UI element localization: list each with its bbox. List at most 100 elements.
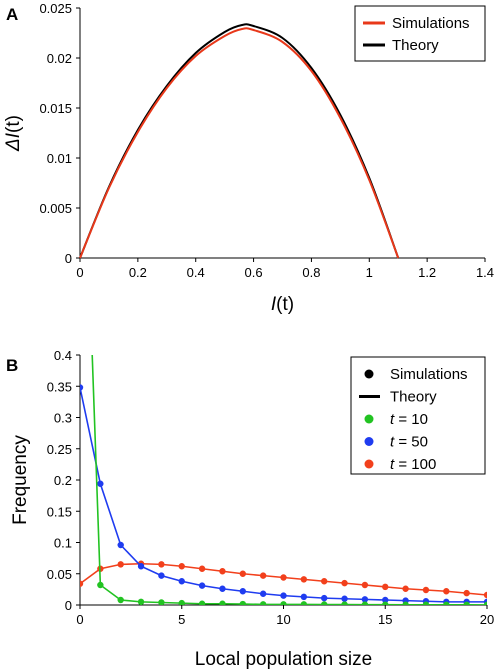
x-tick-label: 1.2 bbox=[418, 265, 436, 280]
y-tick-label: 0.02 bbox=[47, 51, 72, 66]
y-axis-label-base: ΔI bbox=[3, 132, 24, 152]
series-t100-point bbox=[483, 591, 487, 599]
series-t10-point bbox=[382, 601, 389, 605]
legend-entry-label: t = 100 bbox=[390, 456, 436, 473]
series-t10-point bbox=[198, 600, 206, 605]
series-t100-point bbox=[402, 585, 409, 592]
y-tick-label: 0 bbox=[65, 598, 72, 613]
y-tick-label: 0.2 bbox=[54, 473, 72, 488]
series-t50-point bbox=[158, 572, 165, 579]
series-t10-point bbox=[137, 598, 145, 605]
series-t50-point bbox=[137, 563, 145, 570]
series-t100-point bbox=[219, 568, 226, 575]
series-t50-point bbox=[321, 594, 328, 602]
x-axis-label-paren: (t) bbox=[276, 294, 294, 315]
legend-entry-label: Theory bbox=[390, 389, 437, 406]
x-tick-label: 5 bbox=[178, 612, 185, 627]
series-t50-point bbox=[117, 541, 124, 549]
x-tick-label: 15 bbox=[378, 612, 392, 627]
legend-entry-label: Simulations bbox=[390, 366, 468, 383]
series-t10-point bbox=[341, 601, 348, 605]
y-tick-label: 0.35 bbox=[47, 379, 72, 394]
series-t100-point bbox=[259, 572, 267, 579]
series-t100-point bbox=[422, 586, 430, 594]
x-tick-label: 0 bbox=[76, 265, 83, 280]
series-t100-point bbox=[443, 588, 450, 595]
y-tick-label: 0.1 bbox=[54, 536, 72, 551]
series-t10-point bbox=[300, 601, 308, 605]
x-tick-label: 0.8 bbox=[302, 265, 320, 280]
series-t10-point bbox=[280, 601, 287, 605]
panel-b-label: B bbox=[6, 356, 18, 375]
series-t100-point bbox=[321, 578, 328, 585]
series-t10-point bbox=[158, 599, 165, 605]
series-t50-point bbox=[280, 592, 287, 599]
series-t10-point bbox=[443, 601, 450, 605]
legend-box bbox=[354, 5, 486, 62]
series-t50-point bbox=[239, 588, 246, 595]
series-line-theory bbox=[79, 23, 400, 259]
series-t100-point bbox=[280, 574, 287, 581]
legend-entry-variable: t bbox=[390, 411, 395, 428]
series-t50-point bbox=[178, 578, 185, 585]
legend-swatch-dot bbox=[364, 369, 374, 379]
legend-entry-label: t = 50 bbox=[390, 434, 428, 451]
y-axis-label: Frequency bbox=[10, 435, 31, 525]
series-t100-point bbox=[178, 563, 185, 570]
series-t10-point bbox=[239, 600, 246, 605]
y-tick-label: 0.3 bbox=[54, 411, 72, 426]
series-line-simulations bbox=[79, 27, 400, 259]
series-t100-point bbox=[300, 576, 308, 583]
y-tick-label: 0 bbox=[65, 251, 72, 266]
y-tick-label: 0.01 bbox=[47, 151, 72, 166]
legend-entry-value: = 100 bbox=[394, 456, 436, 473]
legend-swatch-dot bbox=[364, 414, 374, 424]
series-t100-point bbox=[239, 570, 246, 577]
legend: Simulations Theory bbox=[354, 5, 486, 62]
series-t10-point bbox=[361, 601, 369, 605]
series-t50-point bbox=[382, 596, 389, 604]
legend-swatch-dot bbox=[364, 459, 374, 469]
series-t100-point bbox=[463, 589, 470, 597]
series-t10-point bbox=[483, 601, 487, 605]
series-t10-point bbox=[178, 599, 185, 605]
y-axis-label-paren: (t) bbox=[3, 115, 24, 133]
series-t10-point bbox=[321, 601, 328, 605]
series-t10-point bbox=[463, 601, 470, 605]
series-t10-point bbox=[402, 601, 409, 605]
legend-swatch-dot bbox=[364, 437, 374, 446]
series-t100-point bbox=[117, 561, 124, 568]
legend-box bbox=[350, 356, 486, 475]
panel-a-label: A bbox=[6, 5, 18, 24]
x-tick-label: 0.2 bbox=[129, 265, 147, 280]
legend-entry-label: Theory bbox=[392, 37, 439, 54]
y-tick-label: 0.015 bbox=[39, 101, 72, 116]
legend-entry-value: = 50 bbox=[394, 434, 428, 451]
series-t10-point bbox=[422, 601, 430, 605]
y-tick-label: 0.25 bbox=[47, 442, 72, 457]
series-t50-point bbox=[341, 595, 348, 602]
series-t100-point bbox=[158, 561, 165, 568]
series-t100-point bbox=[80, 580, 84, 587]
x-axis-label: Local population size bbox=[195, 649, 372, 670]
series-t50-point bbox=[97, 480, 104, 487]
series-t100-point bbox=[382, 583, 389, 591]
y-tick-label: 0.15 bbox=[47, 504, 72, 519]
y-axis-label: ΔI(t) bbox=[3, 115, 24, 152]
x-tick-label: 1 bbox=[366, 265, 373, 280]
series-t100-point bbox=[361, 581, 369, 589]
series-t50-point bbox=[361, 596, 369, 603]
series-t50-point bbox=[198, 582, 206, 589]
legend-entry-variable: t bbox=[390, 434, 395, 451]
y-tick-label: 0.005 bbox=[39, 201, 72, 216]
series-t50-point bbox=[259, 590, 267, 597]
series-t10-point bbox=[97, 581, 104, 589]
series-t100-point bbox=[198, 565, 206, 572]
panel-a-chart: 0 0.2 0.4 0.6 0.8 1 1.2 1.4 0 0.005 0.01 0.015 0.02 0… bbox=[3, 1, 494, 315]
x-axis-label: I(t) bbox=[271, 294, 294, 315]
series-t50-point bbox=[80, 384, 84, 391]
legend-entry-value: = 10 bbox=[394, 411, 428, 428]
series-t10-point bbox=[219, 600, 226, 605]
